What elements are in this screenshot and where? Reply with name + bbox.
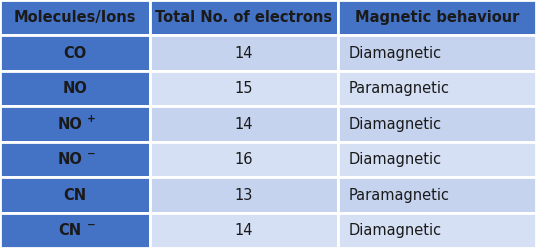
FancyBboxPatch shape xyxy=(0,213,150,248)
Text: 14: 14 xyxy=(235,117,253,132)
FancyBboxPatch shape xyxy=(338,0,536,35)
FancyBboxPatch shape xyxy=(150,35,338,71)
FancyBboxPatch shape xyxy=(338,142,536,177)
Text: 13: 13 xyxy=(235,187,253,203)
FancyBboxPatch shape xyxy=(0,71,150,106)
Text: Paramagnetic: Paramagnetic xyxy=(348,81,449,96)
FancyBboxPatch shape xyxy=(0,0,150,35)
Text: CN: CN xyxy=(58,223,81,238)
Text: CO: CO xyxy=(63,46,87,61)
Text: 16: 16 xyxy=(235,152,253,167)
Text: NO: NO xyxy=(57,117,82,132)
Text: Magnetic behaviour: Magnetic behaviour xyxy=(355,10,519,25)
Text: Diamagnetic: Diamagnetic xyxy=(348,46,442,61)
FancyBboxPatch shape xyxy=(0,106,150,142)
FancyBboxPatch shape xyxy=(150,71,338,106)
FancyBboxPatch shape xyxy=(338,35,536,71)
Text: +: + xyxy=(87,114,95,124)
FancyBboxPatch shape xyxy=(0,142,150,177)
FancyBboxPatch shape xyxy=(150,213,338,248)
Text: NO: NO xyxy=(63,81,87,96)
Text: 14: 14 xyxy=(235,46,253,61)
Text: Diamagnetic: Diamagnetic xyxy=(348,223,442,238)
Text: Molecules/Ions: Molecules/Ions xyxy=(14,10,136,25)
Text: −: − xyxy=(87,149,95,159)
Text: Total No. of electrons: Total No. of electrons xyxy=(155,10,332,25)
FancyBboxPatch shape xyxy=(150,0,338,35)
FancyBboxPatch shape xyxy=(0,35,150,71)
FancyBboxPatch shape xyxy=(150,106,338,142)
Text: CN: CN xyxy=(63,187,87,203)
FancyBboxPatch shape xyxy=(338,71,536,106)
FancyBboxPatch shape xyxy=(338,106,536,142)
FancyBboxPatch shape xyxy=(0,177,150,213)
FancyBboxPatch shape xyxy=(338,213,536,248)
Text: Diamagnetic: Diamagnetic xyxy=(348,117,442,132)
FancyBboxPatch shape xyxy=(150,177,338,213)
FancyBboxPatch shape xyxy=(338,177,536,213)
Text: Diamagnetic: Diamagnetic xyxy=(348,152,442,167)
Text: 14: 14 xyxy=(235,223,253,238)
FancyBboxPatch shape xyxy=(150,142,338,177)
Text: NO: NO xyxy=(57,152,82,167)
Text: −: − xyxy=(87,220,95,230)
Text: Paramagnetic: Paramagnetic xyxy=(348,187,449,203)
Text: 15: 15 xyxy=(235,81,253,96)
